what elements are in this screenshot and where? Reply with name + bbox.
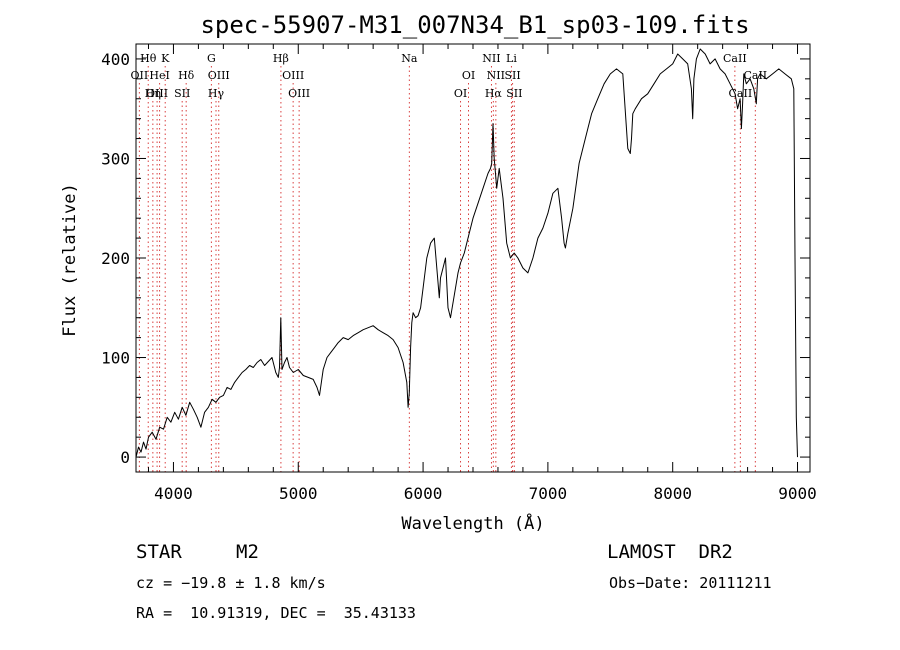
line-label: CaII	[743, 69, 767, 82]
line-label: SII	[174, 87, 190, 100]
line-label: OIII	[146, 87, 168, 100]
x-tick-label: 4000	[154, 484, 193, 503]
object-subclass-label: M2	[236, 541, 259, 563]
x-tick-label: 9000	[778, 484, 817, 503]
line-label: G	[207, 52, 216, 65]
line-label: Hβ	[273, 52, 289, 65]
line-label: CaII	[729, 87, 753, 100]
y-tick-label: 300	[101, 149, 130, 168]
x-tick-label: 5000	[279, 484, 318, 503]
y-axis-label: Flux (relative)	[60, 183, 80, 337]
x-tick-label: 7000	[529, 484, 568, 503]
line-label: OIII	[282, 69, 304, 82]
plot-frame	[135, 43, 811, 473]
line-label: Na	[401, 52, 418, 65]
line-label: OIII	[288, 87, 310, 100]
line-label: Hγ	[208, 87, 225, 100]
line-label: NII	[487, 69, 505, 82]
line-label: K	[161, 52, 170, 65]
line-label: OI	[454, 87, 467, 100]
line-label: CaII	[723, 52, 747, 65]
line-label: Hα	[485, 87, 503, 100]
line-label: Hδ	[178, 69, 195, 82]
line-label: Hθ	[140, 52, 157, 65]
line-label: OI	[462, 69, 475, 82]
y-tick-label: 100	[101, 349, 130, 368]
line-label: NII	[482, 52, 500, 65]
spectrum-series-line	[135, 48, 798, 458]
x-tick-label: 8000	[653, 484, 692, 503]
line-label: SII	[506, 87, 522, 100]
axis-ticks: 4000 5000 6000 7000 8000 9000 0 100 200 300 400	[101, 44, 817, 503]
line-label: Hη	[145, 87, 161, 100]
line-label: HeI	[149, 69, 169, 82]
y-tick-label: 400	[101, 50, 130, 69]
line-label: OIII	[208, 69, 230, 82]
x-tick-label: 6000	[404, 484, 443, 503]
y-tick-label: 0	[120, 448, 130, 467]
chart-title: spec-55907-M31_007N34_B1_sp03-109.fits	[200, 11, 749, 39]
object-class-label: STAR	[136, 541, 182, 563]
ra-dec-coordinates: RA = 10.91319, DEC = 35.43133	[136, 604, 416, 622]
observation-date: Obs−Date: 20111211	[609, 574, 772, 592]
line-label: OII	[131, 69, 149, 82]
x-axis-label: Wavelength (Å)	[401, 512, 544, 534]
line-label: Li	[506, 52, 517, 65]
line-label: SII	[504, 69, 520, 82]
y-tick-label: 200	[101, 249, 130, 268]
survey-label: LAMOST DR2	[607, 541, 733, 563]
emission-line-markers	[138, 66, 756, 472]
redshift-velocity: cz = −19.8 ± 1.8 km/s	[136, 574, 326, 592]
